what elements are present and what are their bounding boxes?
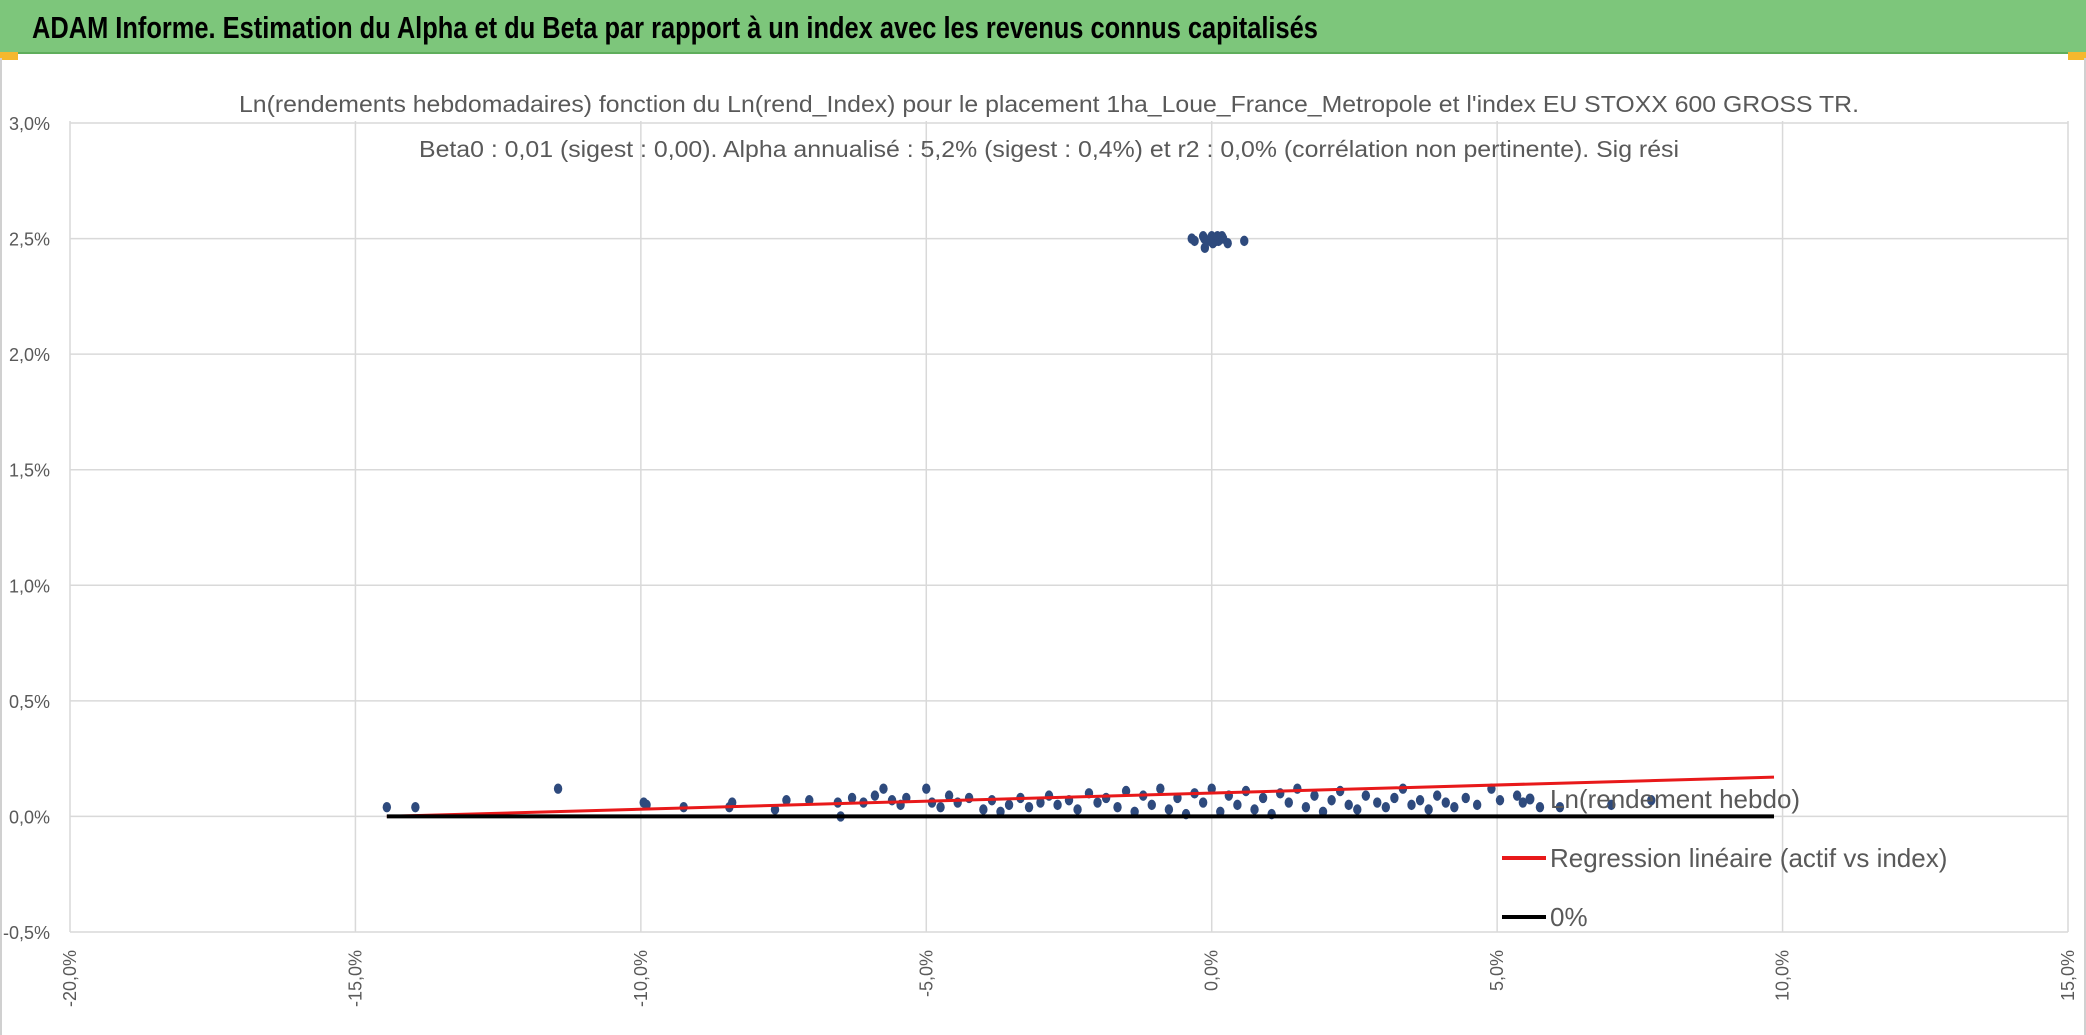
data-point [1301,801,1311,813]
data-point [1318,806,1328,818]
data-point [1495,795,1505,806]
data-point [1518,797,1528,808]
data-point [1073,804,1082,815]
data-point [411,801,420,813]
data-point [805,795,814,806]
data-point [887,795,897,806]
data-point [1044,790,1054,801]
data-point [1284,797,1293,808]
data-point [1361,790,1371,801]
x-tick-label: 5,0% [1487,950,1507,991]
x-tick-label: -5,0% [916,950,936,997]
data-point [1258,792,1268,804]
data-point [944,790,954,801]
y-tick-label: 0,5% [9,692,50,712]
x-tick-label: 0,0% [1202,950,1222,991]
data-point [1441,797,1450,808]
x-tick-label: 15,0% [2058,950,2078,1001]
x-tick-label: -15,0% [345,950,365,1007]
data-point [1373,797,1382,808]
data-point [979,804,988,815]
data-point [1113,801,1122,813]
x-tick-label: 10,0% [1773,950,1793,1001]
data-point [1190,235,1199,247]
data-point [642,799,651,811]
data-point [996,806,1005,818]
data-point [1381,801,1391,813]
data-point [1004,799,1014,811]
y-tick-label: 0,0% [9,807,50,827]
chart-titles: Ln(rendements hebdomadaires) fonction du… [239,91,1859,162]
x-tick-label: -20,0% [60,950,80,1007]
data-point [1147,799,1156,811]
y-tick-label: 2,0% [9,345,50,365]
data-point [782,795,791,806]
data-point [1233,799,1242,811]
y-tick-label: 2,5% [9,230,50,250]
corner-marker [0,52,18,60]
data-point [1535,801,1545,813]
data-point [922,783,931,794]
data-point [1512,790,1522,801]
data-point [936,801,945,813]
tick-labels: -0,5% 0,0% 0,5% 1,0% 1,5% 2,0% 2,5% 3,0% -20,0% -… [3,114,2078,1007]
report-header: ADAM Informe. Estimation du Alpha et du … [0,0,2086,54]
y-tick-label: 3,0% [9,114,50,134]
data-point [1121,785,1131,797]
x-tick-label: -10,0% [631,950,651,1007]
data-point [1240,235,1249,247]
data-point [1216,806,1225,818]
data-point [1327,795,1336,806]
data-point [1310,790,1319,801]
data-point [1101,792,1111,804]
data-point [1093,797,1102,808]
data-point [1198,797,1208,808]
data-point [1156,783,1165,794]
data-point [1036,797,1045,808]
chart-frame [0,58,2086,1035]
data-point [964,792,974,804]
data-point [382,801,392,813]
data-point [1424,804,1433,815]
legend: Ln(rendement hebdo) Regression linéaire (… [1502,784,1947,932]
y-tick-label: -0,5% [3,923,50,943]
data-point [879,783,888,794]
data-point [1207,783,1216,794]
data-point [1130,806,1139,818]
data-point [1607,799,1616,811]
data-point [1024,801,1034,813]
data-point [1293,783,1302,794]
data-point [1407,799,1416,811]
report-title: ADAM Informe. Estimation du Alpha et du … [32,10,1318,45]
data-point [1415,795,1425,806]
data-point [1223,237,1232,249]
chart-title: Ln(rendements hebdomadaires) fonction du… [239,91,1859,117]
data-point [870,790,880,801]
chart-marks [382,231,1775,822]
data-point [1250,804,1259,815]
corner-marker [2068,52,2086,60]
legend-label: Ln(rendement hebdo) [1550,784,1800,814]
y-tick-label: 1,0% [9,576,50,596]
legend-label: Regression linéaire (actif vs index) [1550,843,1947,873]
regression-line [386,775,1775,818]
y-tick-label: 1,5% [9,461,50,481]
data-point [847,792,857,804]
data-point [553,783,563,794]
data-point [1461,792,1470,804]
data-point [1164,804,1174,815]
data-point [1450,801,1459,813]
data-point [1344,799,1353,811]
data-point [1053,799,1062,811]
data-point [1390,792,1399,804]
legend-marker [1525,793,1535,805]
data-point [1433,790,1442,801]
data-point [1472,799,1482,811]
chart-subtitle: Beta0 : 0,01 (sigest : 0,00). Alpha annu… [419,136,1679,162]
data-point [1647,795,1656,806]
data-point [1353,804,1362,815]
data-point [1555,801,1565,813]
legend-label: 0% [1550,902,1588,932]
